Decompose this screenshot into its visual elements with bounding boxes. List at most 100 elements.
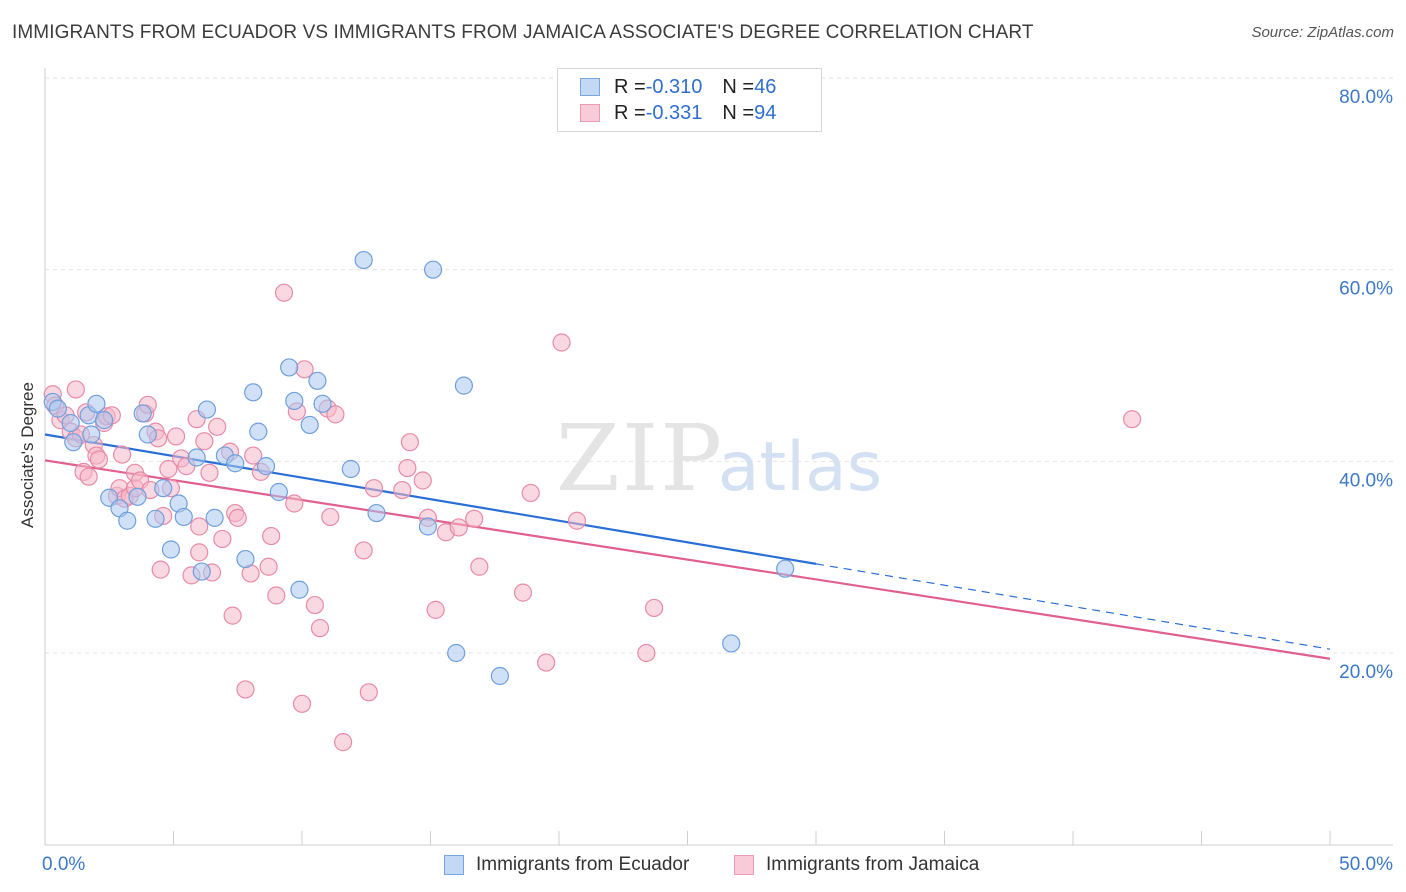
- data-point-jamaica: [228, 508, 247, 527]
- data-point-jamaica: [267, 586, 286, 605]
- data-point-jamaica: [426, 600, 445, 619]
- data-point-jamaica: [354, 541, 373, 560]
- correlation-legend: R = -0.310 N = 46 R = -0.331 N = 94: [557, 68, 822, 132]
- data-point-jamaica: [259, 557, 278, 576]
- data-point-jamaica: [644, 598, 664, 618]
- data-point-ecuador: [490, 666, 509, 686]
- legend-label-jamaica: Immigrants from Jamaica: [766, 854, 980, 875]
- data-point-jamaica: [310, 618, 330, 638]
- data-point-ecuador: [87, 394, 106, 413]
- data-point-jamaica: [400, 433, 420, 452]
- data-point-jamaica: [112, 445, 132, 464]
- data-point-jamaica: [79, 467, 98, 486]
- legend-row-ecuador: R = -0.310 N = 46: [580, 75, 776, 99]
- data-point-ecuador: [280, 358, 299, 377]
- data-point-jamaica: [262, 526, 281, 546]
- data-point-jamaica: [364, 479, 384, 498]
- data-point-jamaica: [326, 405, 345, 424]
- data-point-ecuador: [187, 448, 206, 467]
- data-point-ecuador: [236, 549, 255, 569]
- data-point-jamaica: [521, 483, 540, 503]
- data-point-jamaica: [190, 543, 209, 562]
- data-point-ecuador: [226, 454, 245, 473]
- data-point-ecuador: [197, 400, 217, 419]
- data-point-ecuador: [192, 562, 211, 581]
- data-point-jamaica: [413, 471, 432, 490]
- trendline-ecuador-extension: [815, 563, 1331, 650]
- data-point-jamaica: [552, 333, 571, 352]
- data-point-jamaica: [567, 511, 587, 530]
- data-point-jamaica: [334, 733, 353, 752]
- data-point-jamaica: [465, 509, 484, 528]
- data-point-ecuador: [82, 425, 101, 444]
- data-point-ecuador: [256, 457, 276, 476]
- data-point-jamaica: [236, 680, 255, 699]
- r-label: R =: [614, 101, 646, 124]
- watermark-zip: ZIP: [556, 405, 724, 512]
- data-point-jamaica: [159, 459, 178, 479]
- data-point-ecuador: [776, 559, 795, 578]
- x-tick-label: 0.0%: [42, 854, 85, 875]
- data-point-jamaica: [285, 494, 304, 513]
- n-value: 94: [754, 101, 777, 124]
- legend-row-jamaica: R = -0.331 N = 94: [580, 101, 776, 125]
- y-tick-label: 20.0%: [1339, 662, 1393, 683]
- legend-item-jamaica[interactable]: Immigrants from Jamaica: [734, 852, 979, 878]
- data-point-jamaica: [151, 560, 170, 579]
- data-point-jamaica: [1123, 410, 1142, 429]
- data-point-jamaica: [398, 458, 417, 478]
- ecuador-swatch: [580, 78, 600, 96]
- axes: [44, 68, 1393, 846]
- data-point-jamaica: [321, 507, 340, 527]
- r-value: -0.331: [645, 101, 703, 124]
- data-point-ecuador: [447, 643, 466, 663]
- data-point-jamaica: [195, 432, 214, 451]
- data-point-ecuador: [308, 371, 327, 390]
- r-label: R =: [614, 75, 646, 98]
- n-value: 46: [754, 75, 777, 98]
- r-value: -0.310: [645, 75, 703, 98]
- source-credit: Source: ZipAtlas.com: [1251, 24, 1394, 41]
- data-point-jamaica: [393, 480, 412, 500]
- data-point-jamaica: [223, 606, 242, 625]
- data-point-ecuador: [285, 391, 304, 411]
- data-point-jamaica: [66, 380, 85, 399]
- chart-title: IMMIGRANTS FROM ECUADOR VS IMMIGRANTS FR…: [12, 22, 1034, 43]
- data-point-ecuador: [205, 508, 224, 527]
- data-point-ecuador: [61, 413, 80, 433]
- jamaica-swatch: [734, 855, 754, 875]
- data-point-ecuador: [244, 383, 263, 402]
- data-point-ecuador: [341, 459, 360, 479]
- y-tick-label: 40.0%: [1339, 470, 1393, 491]
- watermark-atlas: atlas: [718, 428, 882, 507]
- data-point-ecuador: [300, 415, 319, 435]
- ecuador-swatch: [444, 855, 464, 875]
- legend-item-ecuador[interactable]: Immigrants from Ecuador: [444, 852, 689, 878]
- data-point-jamaica: [292, 694, 312, 713]
- data-point-ecuador: [64, 433, 83, 452]
- data-point-ecuador: [174, 507, 193, 527]
- y-tick-label: 60.0%: [1339, 279, 1393, 300]
- data-point-jamaica: [637, 643, 656, 663]
- data-point-jamaica: [359, 683, 378, 702]
- data-point-ecuador: [249, 422, 268, 441]
- data-point-jamaica: [89, 450, 109, 469]
- data-point-jamaica: [213, 529, 232, 549]
- data-point-jamaica: [208, 417, 227, 436]
- data-point-jamaica: [305, 595, 324, 615]
- data-point-jamaica: [470, 557, 489, 576]
- jamaica-swatch: [580, 104, 600, 122]
- data-point-jamaica: [244, 446, 263, 465]
- data-point-ecuador: [423, 260, 443, 279]
- y-tick-label: 80.0%: [1339, 87, 1393, 108]
- n-label: N =: [722, 75, 755, 98]
- tick-labels: 20.0% 40.0% 60.0% 80.0% 0.0% 50.0%: [42, 87, 1393, 875]
- data-point-ecuador: [161, 540, 181, 559]
- data-point-jamaica: [200, 463, 219, 482]
- data-point-jamaica: [190, 517, 209, 536]
- data-point-jamaica: [166, 427, 186, 446]
- watermark: ZIP atlas: [556, 405, 882, 512]
- data-point-ecuador: [154, 479, 173, 498]
- data-point-ecuador: [269, 482, 288, 502]
